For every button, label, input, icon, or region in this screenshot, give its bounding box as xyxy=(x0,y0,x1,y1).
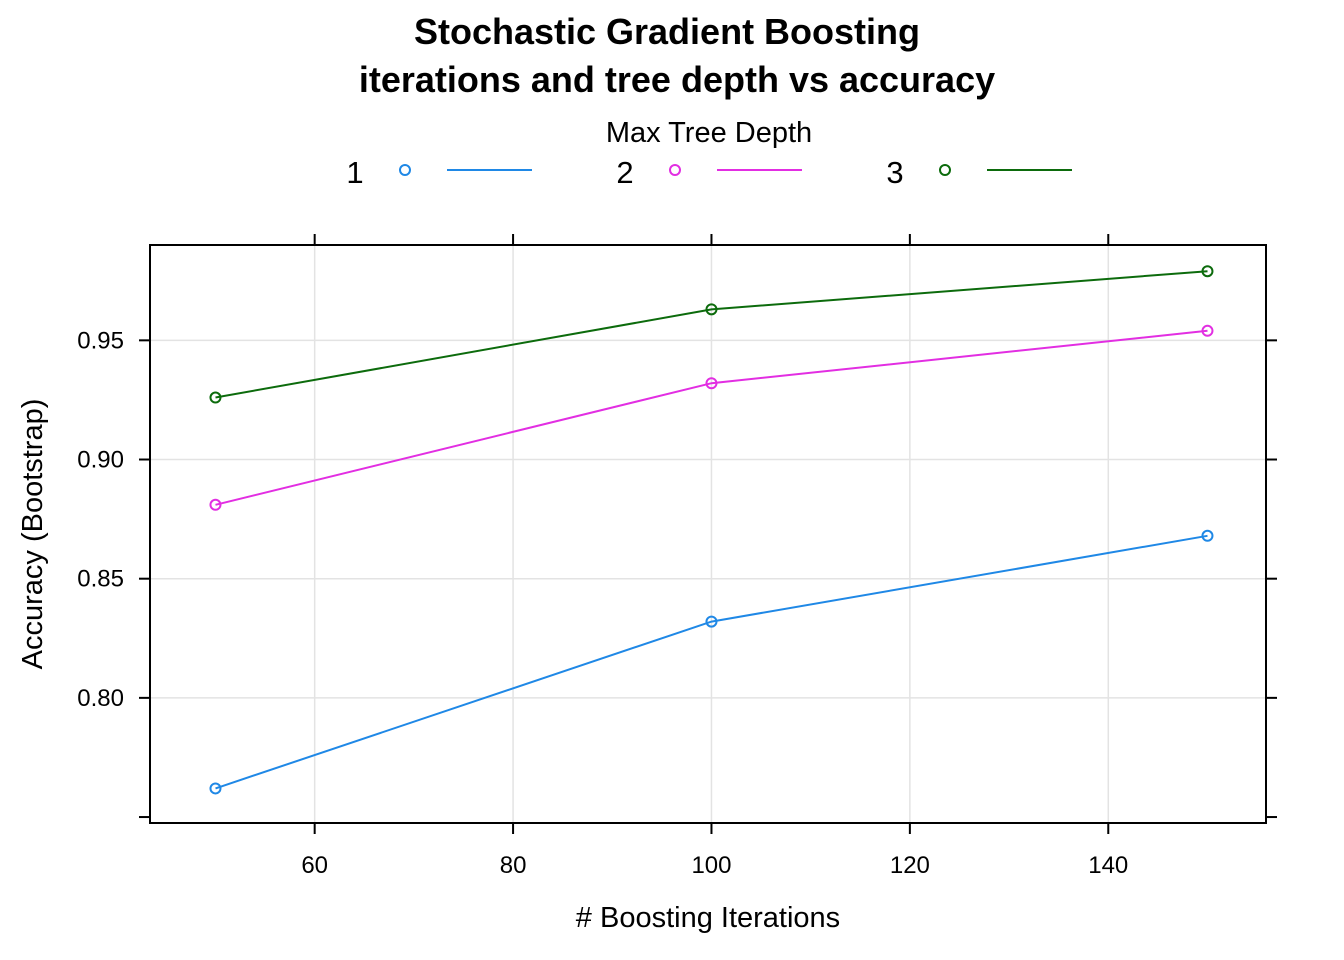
x-tick-label: 80 xyxy=(500,852,527,879)
legend-label-2: 2 xyxy=(616,155,633,190)
series-line-depth-2 xyxy=(215,329,1208,506)
legend-label-3: 3 xyxy=(886,155,903,190)
series-layer xyxy=(209,265,1214,795)
series-line-depth-3 xyxy=(215,270,1208,399)
x-axis-label: # Boosting Iterations xyxy=(576,902,840,934)
legend: 1 2 3 xyxy=(346,155,1072,190)
data-point xyxy=(705,303,718,316)
data-point xyxy=(705,377,718,390)
series-line-depth-1 xyxy=(215,534,1208,790)
data-point xyxy=(1201,529,1214,542)
legend-point-1 xyxy=(399,164,411,176)
x-tick-label: 120 xyxy=(890,852,930,879)
legend-label-1: 1 xyxy=(346,155,363,190)
grid xyxy=(150,245,1266,823)
data-point xyxy=(705,615,718,628)
y-axis-label: Accuracy (Bootstrap) xyxy=(17,399,49,670)
x-tick-label: 100 xyxy=(691,852,731,879)
data-point xyxy=(1201,324,1214,337)
y-tick-label: 0.85 xyxy=(77,566,124,593)
y-tick-label: 0.95 xyxy=(77,327,124,354)
data-point xyxy=(209,782,222,795)
plot-frame xyxy=(149,244,1267,824)
chart-title-line-2: iterations and tree depth vs accuracy xyxy=(359,59,995,100)
data-point xyxy=(209,498,222,511)
y-tick-label: 0.90 xyxy=(77,447,124,474)
y-tick-label: 0.80 xyxy=(77,685,124,712)
legend-point-3 xyxy=(939,164,951,176)
legend-point-2 xyxy=(669,164,681,176)
data-point xyxy=(1201,265,1214,278)
chart-title-line-1: Stochastic Gradient Boosting xyxy=(414,11,920,52)
axes: 60 80 100 120 140 0.80 0.85 0.90 0.95 xyxy=(77,234,1277,879)
data-point xyxy=(209,391,222,404)
x-tick-label: 140 xyxy=(1088,852,1128,879)
legend-title: Max Tree Depth xyxy=(606,117,812,149)
x-tick-label: 60 xyxy=(301,852,328,879)
